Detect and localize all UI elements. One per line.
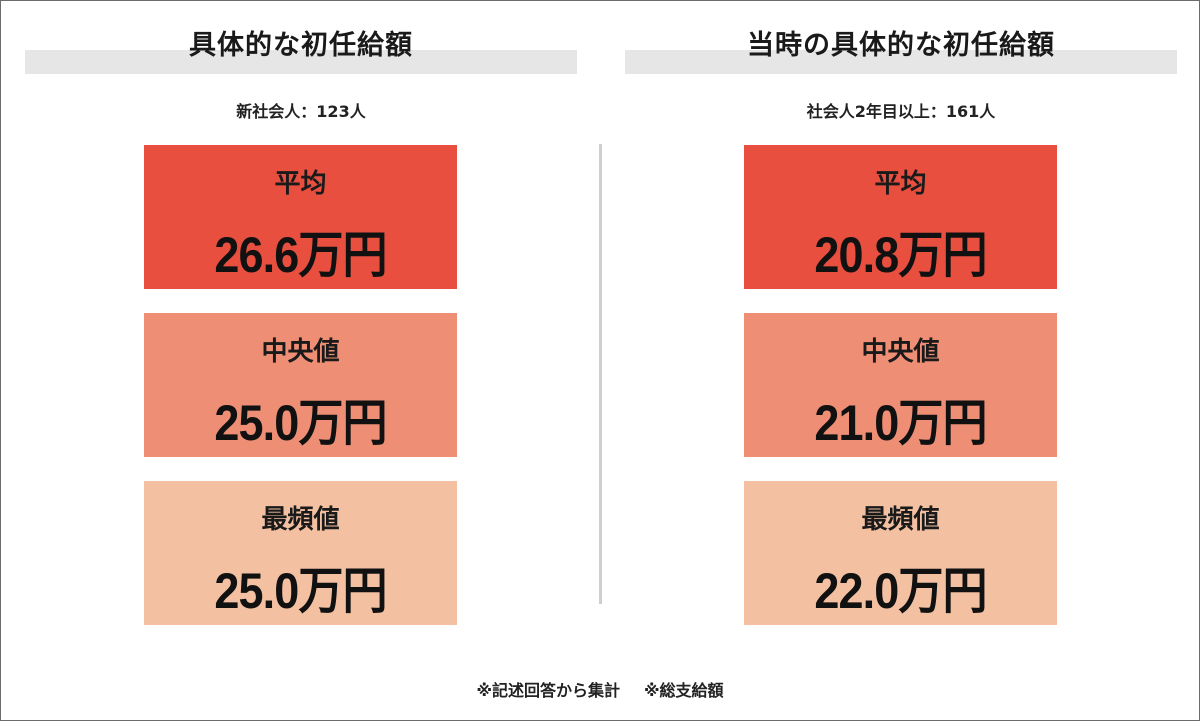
- left-card-mean-label: 平均: [274, 169, 327, 199]
- right-sample-size: 社会人2年目以上：161人: [806, 102, 996, 121]
- right-heading: 当時の具体的な初任給額: [747, 30, 1055, 61]
- right-card-median: 中央値 21.0万円: [744, 313, 1057, 457]
- left-card-mean-value: 26.6万円: [214, 227, 387, 283]
- footnote-gross: ※総支給額: [644, 681, 724, 700]
- right-card-median-label: 中央値: [861, 337, 940, 367]
- right-card-mode: 最頻値 22.0万円: [744, 481, 1057, 625]
- left-heading-block: 具体的な初任給額: [25, 1, 577, 81]
- right-card-mean-value: 20.8万円: [814, 227, 987, 283]
- left-card-median-value: 25.0万円: [214, 395, 387, 451]
- footnotes: ※記述回答から集計 ※総支給額: [1, 677, 1199, 701]
- left-card-mode-value: 25.0万円: [214, 563, 387, 619]
- right-column: 当時の具体的な初任給額 社会人2年目以上：161人 平均 20.8万円 中央値 …: [625, 1, 1177, 625]
- left-card-mode-label: 最頻値: [261, 505, 340, 535]
- right-heading-bar: [625, 50, 1177, 74]
- left-column: 具体的な初任給額 新社会人：123人 平均 26.6万円 中央値 25.0万円 …: [25, 1, 577, 625]
- right-heading-block: 当時の具体的な初任給額: [625, 1, 1177, 81]
- left-card-median-label: 中央値: [261, 337, 340, 367]
- right-card-mode-value: 22.0万円: [814, 563, 987, 619]
- left-heading-bar: [25, 50, 577, 74]
- left-sample-size: 新社会人：123人: [236, 102, 366, 121]
- right-card-median-value: 21.0万円: [814, 395, 987, 451]
- footnote-method: ※記述回答から集計: [476, 681, 620, 700]
- left-heading: 具体的な初任給額: [189, 30, 413, 61]
- left-card-mode: 最頻値 25.0万円: [144, 481, 457, 625]
- center-divider: [599, 144, 602, 604]
- right-card-mean: 平均 20.8万円: [744, 145, 1057, 289]
- left-card-mean: 平均 26.6万円: [144, 145, 457, 289]
- left-card-median: 中央値 25.0万円: [144, 313, 457, 457]
- right-card-mode-label: 最頻値: [861, 505, 940, 535]
- right-card-mean-label: 平均: [874, 169, 927, 199]
